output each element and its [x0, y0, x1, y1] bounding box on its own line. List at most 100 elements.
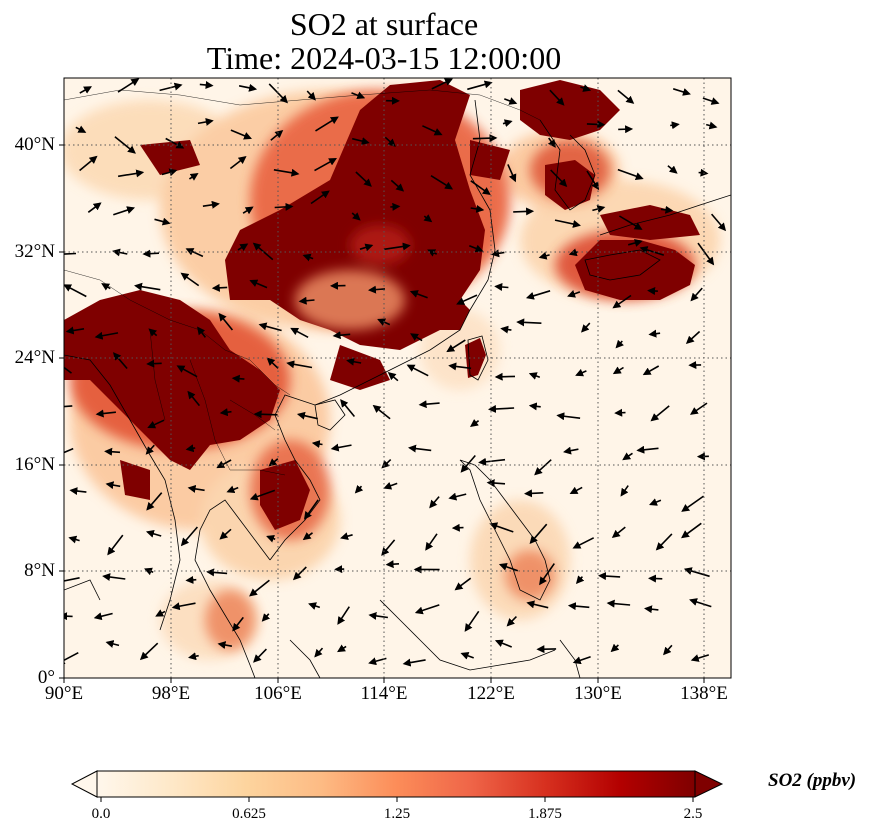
wind-arrow: [249, 279, 268, 289]
wind-arrow: [425, 533, 438, 551]
wind-arrow: [351, 91, 366, 100]
wind-arrow: [155, 609, 166, 617]
wind-arrow: [199, 80, 214, 89]
wind-arrow: [142, 249, 160, 258]
wind-arrow: [337, 606, 350, 625]
wind-arrow: [314, 158, 337, 172]
wind-arrow: [663, 644, 673, 656]
wind-arrow: [612, 366, 624, 375]
wind-arrow: [242, 206, 254, 215]
wind-arrow: [180, 526, 199, 547]
wind-arrow: [75, 125, 87, 133]
wind-arrow: [456, 294, 478, 305]
wind-arrow: [139, 642, 159, 661]
wind-arrow: [352, 137, 370, 145]
wind-arrow: [145, 444, 155, 455]
wind-arrow: [615, 339, 624, 349]
wind-arrow: [491, 249, 505, 258]
wind-arrow: [627, 239, 643, 247]
wind-arrow: [185, 444, 196, 453]
wind-arrow: [296, 411, 318, 420]
wind-arrow: [95, 409, 116, 418]
wind-arrow: [622, 452, 633, 461]
wind-arrow: [649, 498, 662, 506]
wind-arrow: [525, 290, 551, 300]
lat-tick-40n: 40°N: [14, 134, 55, 155]
wind-arrow: [575, 575, 585, 585]
wind-arrow: [610, 643, 620, 653]
wind-arrow: [117, 169, 145, 178]
wind-arrow: [161, 168, 178, 177]
wind-arrow: [268, 83, 289, 104]
title-line-1: SO2 at surface: [289, 6, 479, 42]
wind-arrow: [273, 168, 300, 177]
wind-arrow: [261, 613, 271, 622]
wind-arrow: [528, 372, 541, 380]
wind-arrow: [472, 134, 498, 143]
colorbar-extend-max: [694, 770, 724, 798]
wind-arrow: [667, 165, 678, 174]
lat-tick-8n: 8°N: [24, 560, 55, 581]
wind-arrow: [290, 327, 309, 339]
wind-arrow: [302, 532, 313, 541]
wind-arrow: [146, 359, 162, 368]
wind-arrow: [87, 202, 102, 213]
wind-arrow: [524, 489, 544, 498]
wind-arrow: [383, 481, 398, 490]
wind-arrow: [470, 180, 491, 196]
wind-arrow: [249, 489, 276, 501]
wind-arrow: [314, 647, 324, 658]
wind-arrow: [697, 242, 715, 266]
wind-arrow: [79, 155, 98, 172]
wind-arrow: [572, 537, 595, 549]
wind-arrow: [586, 120, 606, 129]
wind-arrow: [690, 654, 710, 662]
wind-arrow: [219, 528, 232, 540]
wind-arrow: [567, 602, 590, 611]
wind-arrow: [642, 365, 660, 376]
wind-arrow: [69, 487, 87, 496]
wind-arrow: [469, 244, 484, 253]
wind-arrow: [528, 402, 541, 411]
wind-arrow: [64, 447, 74, 454]
wind-arrow: [79, 86, 92, 94]
wind-arrow: [249, 579, 270, 597]
wind-arrow: [112, 352, 128, 370]
colorbar-tick-1875: 1.875: [528, 806, 562, 822]
wind-arrow: [672, 88, 691, 96]
wind-arrow: [580, 84, 592, 92]
wind-arrow: [346, 357, 362, 366]
wind-arrow: [572, 656, 591, 665]
wind-arrow: [488, 404, 515, 413]
wind-arrow: [64, 252, 77, 255]
wind-arrow: [513, 207, 535, 216]
wind-arrow: [337, 644, 347, 653]
wind-arrow: [147, 419, 165, 429]
wind-arrow: [617, 168, 644, 180]
wind-arrow: [460, 652, 474, 660]
wind-arrow: [550, 169, 568, 188]
wind-arrow: [567, 290, 581, 298]
wind-arrow: [586, 170, 600, 191]
wind-arrow: [93, 612, 113, 621]
wind-arrow: [185, 248, 204, 258]
wind-arrow: [165, 137, 185, 149]
wind-arrow: [330, 443, 352, 452]
wind-arrow: [575, 368, 587, 377]
wind-arrow: [639, 246, 665, 256]
wind-arrow: [486, 479, 506, 488]
wind-arrow: [710, 213, 727, 232]
wind-arrow: [606, 599, 631, 608]
wind-arrow: [636, 445, 659, 454]
wind-arrow: [494, 639, 512, 648]
wind-arrow: [467, 80, 493, 91]
wind-arrow: [101, 283, 111, 291]
wind-arrow: [470, 419, 480, 427]
wind-arrow: [64, 612, 73, 621]
wind-arrow: [253, 410, 278, 419]
wind-arrow: [547, 137, 556, 148]
wind-arrow: [216, 459, 232, 469]
wind-arrow: [188, 173, 199, 181]
wind-arrow: [539, 563, 555, 586]
lat-tick-32n: 32°N: [14, 241, 55, 262]
